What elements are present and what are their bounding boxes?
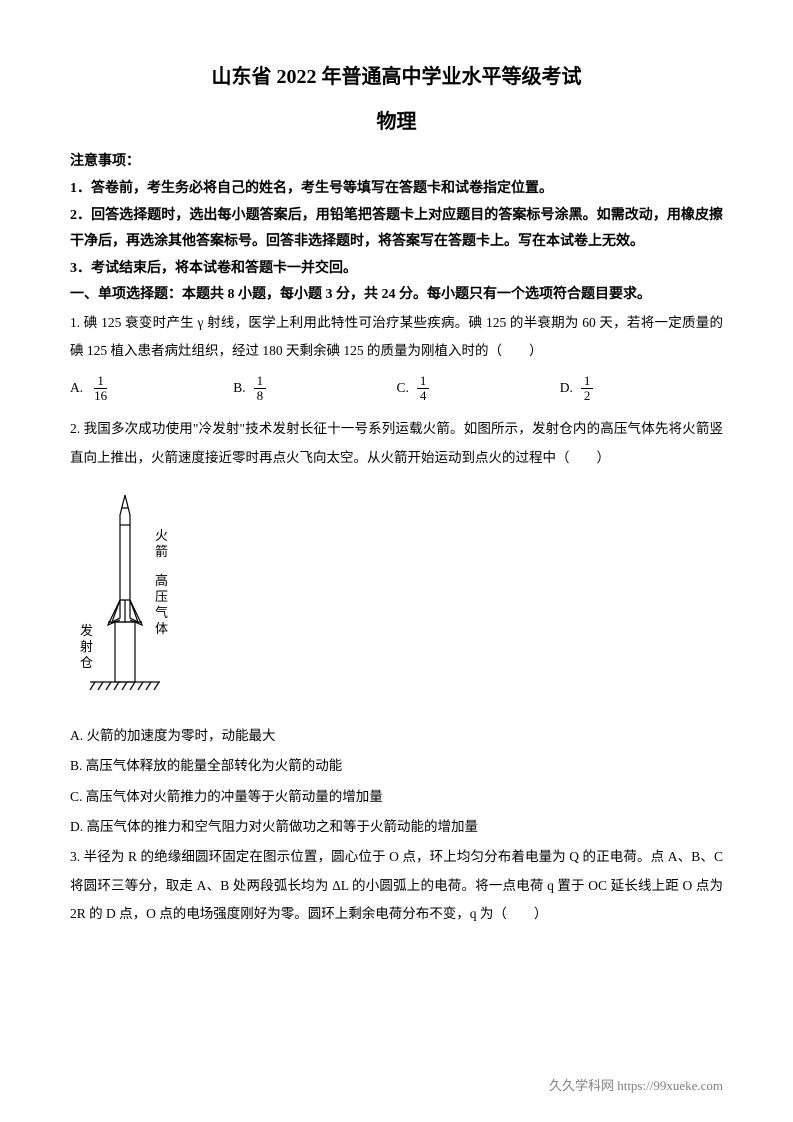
rocket-diagram: 火箭 高压气体 发射仓 bbox=[70, 480, 240, 710]
question-1-text: 1. 碘 125 衰变时产生 γ 射线，医学上利用此特性可治疗某些疾病。碘 12… bbox=[70, 309, 723, 366]
figure-label-silo: 发射仓 bbox=[80, 623, 93, 670]
q2-option-a: A. 火箭的加速度为零时，动能最大 bbox=[70, 722, 723, 750]
page-title-main: 山东省 2022 年普通高中学业水平等级考试 bbox=[70, 60, 723, 89]
notice-item-2: 2．回答选择题时，选出每小题答案后，用铅笔把答题卡上对应题目的答案标号涂黑。如需… bbox=[70, 203, 723, 256]
question-2-figure: 火箭 高压气体 发射仓 bbox=[70, 480, 723, 710]
q1-optC-label: C. bbox=[397, 380, 409, 396]
q1-optD-label: D. bbox=[560, 380, 573, 396]
q1-optB-fraction: 1 8 bbox=[254, 374, 267, 404]
q1-option-a: A. 1 16 bbox=[70, 374, 233, 404]
question-2-text: 2. 我国多次成功使用"冷发射"技术发射长征十一号系列运载火箭。如图所示，发射仓… bbox=[70, 415, 723, 472]
q1-option-c: C. 1 4 bbox=[397, 374, 560, 404]
question-3-text: 3. 半径为 R 的绝缘细圆环固定在图示位置，圆心位于 O 点，环上均匀分布着电… bbox=[70, 843, 723, 928]
section-1-heading: 一、单项选择题：本题共 8 小题，每小题 3 分，共 24 分。每小题只有一个选… bbox=[70, 282, 723, 309]
question-2-options: A. 火箭的加速度为零时，动能最大 B. 高压气体释放的能量全部转化为火箭的动能… bbox=[70, 722, 723, 841]
notice-item-1: 1．答卷前，考生务必将自己的姓名，考生号等填写在答题卡和试卷指定位置。 bbox=[70, 176, 723, 203]
q1-option-d: D. 1 2 bbox=[560, 374, 723, 404]
footer-link: 久久学科网 https://99xueke.com bbox=[549, 1075, 723, 1094]
figure-label-rocket: 火箭 bbox=[155, 528, 168, 559]
notice-item-3: 3．考试结束后，将本试卷和答题卡一并交回。 bbox=[70, 256, 723, 283]
q1-optC-fraction: 1 4 bbox=[417, 374, 430, 404]
q2-option-b: B. 高压气体释放的能量全部转化为火箭的动能 bbox=[70, 752, 723, 780]
q1-option-b: B. 1 8 bbox=[233, 374, 396, 404]
figure-label-gas: 高压气体 bbox=[155, 573, 168, 636]
q2-option-c: C. 高压气体对火箭推力的冲量等于火箭动量的增加量 bbox=[70, 783, 723, 811]
notice-heading: 注意事项： bbox=[70, 150, 723, 170]
question-1-options: A. 1 16 B. 1 8 C. 1 4 D. 1 2 bbox=[70, 366, 723, 416]
q1-optA-fraction: 1 16 bbox=[91, 374, 110, 404]
q1-optA-label: A. bbox=[70, 380, 83, 396]
q1-optB-label: B. bbox=[233, 380, 245, 396]
q2-option-d: D. 高压气体的推力和空气阻力对火箭做功之和等于火箭动能的增加量 bbox=[70, 813, 723, 841]
page-title-sub: 物理 bbox=[70, 105, 723, 134]
q1-optD-fraction: 1 2 bbox=[581, 374, 594, 404]
